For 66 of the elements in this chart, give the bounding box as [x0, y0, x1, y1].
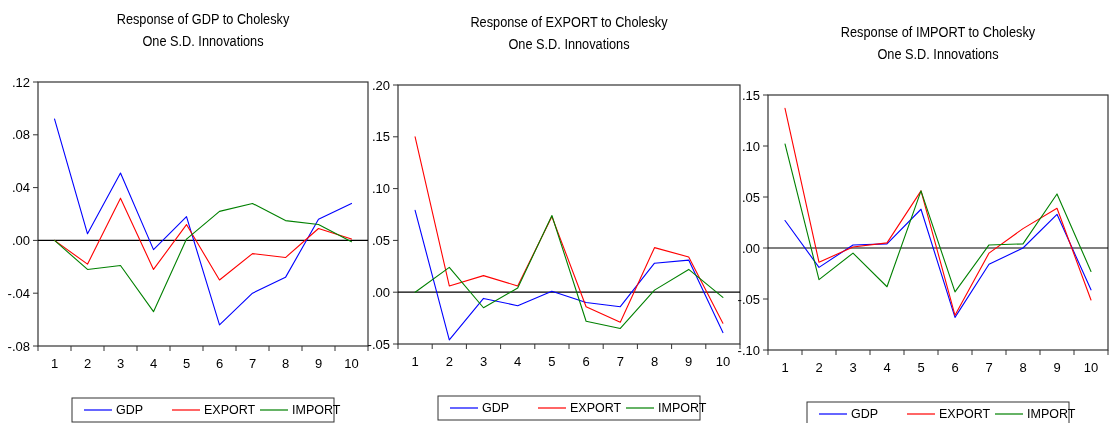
legend-label: GDP — [482, 401, 510, 416]
y-tick-label: .00 — [371, 284, 390, 300]
chart-title: Response of IMPORT to Cholesky One S.D. Innovations — [840, 24, 1036, 63]
x-tick-label: 1 — [781, 360, 789, 375]
x-tick-label: 1 — [50, 356, 59, 371]
x-tick-label: 9 — [1053, 360, 1061, 375]
x-tick-label: 5 — [548, 354, 556, 369]
chart-title: Response of EXPORT to Cholesky One S.D. Innovations — [470, 14, 668, 53]
x-tick-label: 10 — [1083, 360, 1099, 375]
line-series — [53, 202, 353, 313]
y-tick-label: .04 — [11, 180, 30, 196]
x-tick-label: 10 — [344, 356, 359, 371]
x-tick-label: 8 — [650, 354, 659, 369]
x-tick-label: 3 — [116, 356, 125, 371]
legend-label: EXPORT — [204, 403, 256, 418]
legend-label: EXPORT — [570, 401, 622, 416]
x-tick-label: 7 — [616, 354, 624, 369]
x-tick-label: 7 — [248, 356, 257, 371]
line-series — [414, 136, 724, 324]
y-tick-label: -.05 — [737, 291, 760, 307]
legend-label: GDP — [116, 403, 144, 418]
x-tick-label: 8 — [1019, 360, 1027, 375]
y-tick-label: .00 — [11, 232, 30, 248]
y-tick-label: -.08 — [7, 338, 30, 354]
x-tick-label: 10 — [715, 354, 731, 369]
y-tick-label: -.10 — [737, 342, 760, 358]
x-tick-label: 2 — [445, 354, 453, 369]
y-tick-label: .20 — [371, 77, 390, 93]
legend-label: EXPORT — [939, 407, 991, 422]
x-tick-label: 3 — [479, 354, 488, 369]
x-tick-label: 9 — [314, 356, 323, 371]
y-tick-label: .12 — [11, 74, 30, 90]
y-tick-label: .10 — [741, 138, 760, 154]
legend-label: IMPORT — [1027, 407, 1076, 422]
legend-label: IMPORT — [292, 403, 341, 418]
y-tick-label: .08 — [11, 127, 30, 143]
x-tick-label: 5 — [917, 360, 925, 375]
y-tick-label: -.04 — [7, 285, 30, 301]
x-tick-label: 2 — [815, 360, 823, 375]
x-tick-label: 6 — [215, 356, 224, 371]
y-tick-label: .05 — [741, 189, 760, 205]
line-series — [53, 118, 353, 326]
line-series — [784, 208, 1092, 318]
y-tick-label: .05 — [371, 232, 390, 248]
line-series — [784, 143, 1092, 293]
x-tick-label: 1 — [411, 354, 419, 369]
x-tick-label: 4 — [149, 356, 158, 371]
x-tick-label: 4 — [514, 354, 522, 369]
x-tick-label: 8 — [281, 356, 290, 371]
legend-label: GDP — [851, 407, 879, 422]
legend-label: IMPORT — [658, 401, 707, 416]
x-tick-label: 9 — [685, 354, 693, 369]
y-tick-label: .00 — [741, 240, 760, 256]
y-tick-label: -.05 — [367, 336, 390, 352]
y-tick-label: .15 — [741, 87, 760, 103]
x-tick-label: 2 — [83, 356, 92, 371]
y-tick-label: .15 — [371, 129, 390, 145]
x-tick-label: 5 — [182, 356, 191, 371]
y-tick-label: .10 — [371, 181, 390, 197]
x-tick-label: 6 — [582, 354, 590, 369]
line-series — [784, 107, 1092, 316]
x-tick-label: 3 — [849, 360, 857, 375]
chart-title: Response of GDP to Cholesky One S.D. Innovations — [116, 11, 290, 50]
x-tick-label: 7 — [985, 360, 993, 375]
x-tick-label: 4 — [883, 360, 891, 375]
x-tick-label: 6 — [951, 360, 959, 375]
